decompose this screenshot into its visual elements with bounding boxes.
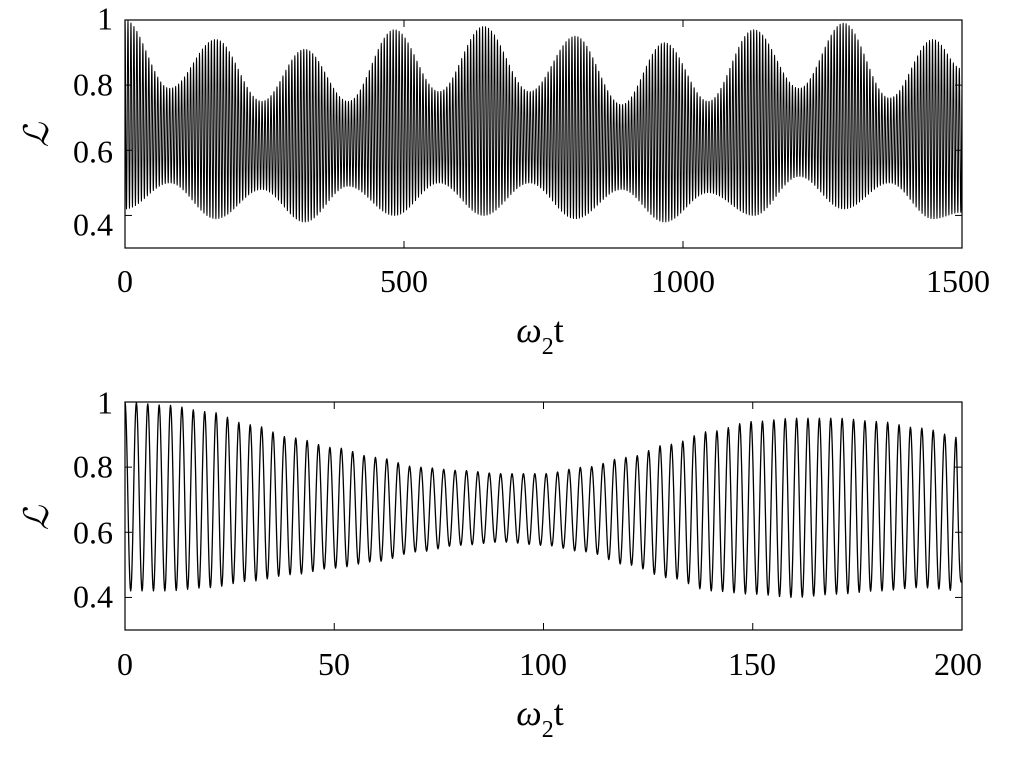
top-ytick-label-2: 0.8	[73, 66, 113, 102]
bottom-ytick-label-0: 0.4	[73, 578, 113, 614]
bottom-ytick-label-2: 0.8	[73, 448, 113, 484]
top-axes-box	[124, 19, 963, 249]
bottom-xlabel-suffix: t	[554, 693, 564, 733]
top-xlabel-suffix: t	[554, 310, 564, 350]
top-ytick-label-3: 1	[97, 0, 113, 36]
top-ytick-label-0: 0.4	[73, 206, 113, 242]
bottom-xlabel: ω2t	[516, 693, 563, 743]
bottom-ytick-label-3: 1	[97, 384, 113, 420]
bottom-xlabel-subscript: 2	[542, 717, 554, 743]
top-series-line	[124, 19, 963, 223]
bottom-signal-group	[124, 401, 963, 599]
top-ylabel: ℒ	[17, 121, 57, 147]
bottom-xtick-label-4: 200	[934, 646, 982, 682]
top-ytick-label-1: 0.6	[73, 133, 113, 169]
bottom-xtick-label-1: 50	[318, 646, 350, 682]
top-xtick-label-0: 0	[117, 263, 133, 299]
bottom-axes-box	[124, 401, 963, 631]
top-signal-group	[124, 19, 963, 223]
bottom-series-line	[124, 401, 963, 599]
bottom-ytick-label-1: 0.6	[73, 514, 113, 550]
top-xlabel: ω2t	[516, 310, 563, 360]
bottom-xtick-label-0: 0	[117, 646, 133, 682]
bottom-chart: 0.4 0.6 0.8 1 0 50 100 150 200 ω2t ℒ	[17, 384, 982, 743]
top-xlabel-subscript: 2	[542, 334, 554, 360]
bottom-xtick-label-2: 100	[519, 646, 567, 682]
bottom-ylabel: ℒ	[17, 504, 57, 530]
top-xtick-label-1: 500	[380, 263, 428, 299]
bottom-xlabel-symbol: ω	[516, 693, 541, 733]
top-xtick-label-2: 1000	[651, 263, 715, 299]
bottom-xtick-label-3: 150	[728, 646, 776, 682]
top-xlabel-symbol: ω	[516, 310, 541, 350]
top-chart: 0.4 0.6 0.8 1 0 500 1000 1500 ω2t ℒ	[17, 0, 990, 360]
top-xtick-label-3: 1500	[926, 263, 990, 299]
